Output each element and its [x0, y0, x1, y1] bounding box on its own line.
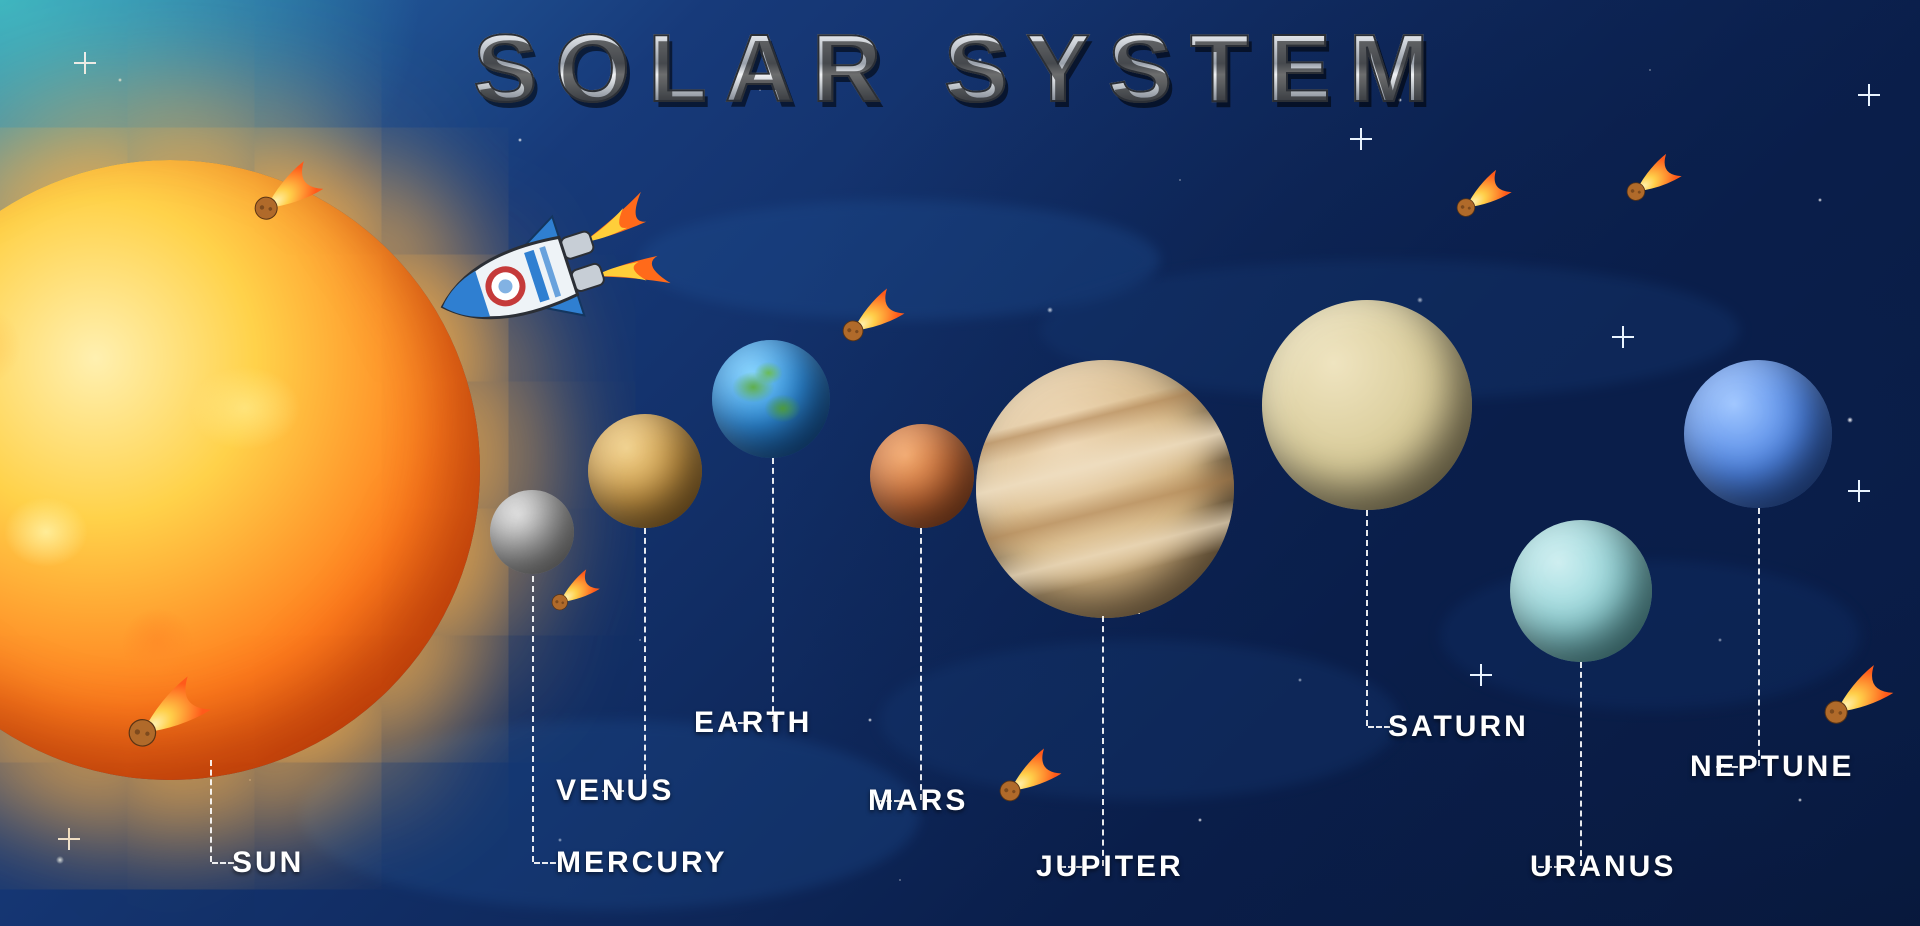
mercury-label: MERCURY	[556, 846, 728, 880]
comet-icon	[1817, 665, 1894, 733]
comet-icon	[546, 569, 600, 617]
sun-planet	[0, 160, 480, 780]
earth-planet	[712, 340, 830, 458]
jupiter-planet	[976, 360, 1234, 618]
sun-surface	[0, 160, 480, 780]
venus-leader-line	[644, 528, 646, 790]
mars-label: MARS	[868, 784, 968, 818]
neptune-planet	[1684, 360, 1832, 508]
jupiter-leader-line	[1102, 616, 1104, 866]
earth-leader-line	[772, 458, 774, 722]
neptune-label: NEPTUNE	[1690, 750, 1854, 784]
mars-leader-line	[920, 528, 922, 800]
sparkle-icon	[1858, 84, 1880, 106]
mercury-planet	[490, 490, 574, 574]
comet-icon	[1620, 154, 1681, 208]
nebula-blob	[640, 200, 1160, 320]
neptune-leader-line	[1758, 508, 1760, 766]
comet-icon	[835, 288, 904, 349]
mercury-leader-line	[532, 576, 534, 862]
sun-leader-line	[210, 760, 212, 862]
sparkle-icon	[1612, 326, 1634, 348]
saturn-leader-line	[1366, 510, 1368, 726]
mars-planet	[870, 424, 974, 528]
uranus-leader-line	[1580, 662, 1582, 866]
sparkle-icon	[1470, 664, 1492, 686]
comet-icon	[1450, 170, 1511, 224]
venus-planet	[588, 414, 702, 528]
page-title: SOLAR SYSTEM	[473, 14, 1446, 124]
sparkle-icon	[1848, 480, 1870, 502]
saturn-label: SATURN	[1388, 710, 1529, 744]
uranus-label: URANUS	[1530, 850, 1676, 884]
jupiter-label: JUPITER	[1036, 850, 1184, 884]
earth-label: EARTH	[694, 706, 812, 740]
jupiter-bands	[949, 333, 1262, 646]
saturn-planet	[1262, 300, 1472, 510]
sparkle-icon	[74, 52, 96, 74]
venus-label: VENUS	[556, 774, 674, 808]
uranus-planet	[1510, 520, 1652, 662]
comet-icon	[992, 748, 1061, 809]
sparkle-icon	[1350, 128, 1372, 150]
nebula-blob	[880, 640, 1400, 800]
sparkle-icon	[58, 828, 80, 850]
sun-label: SUN	[232, 846, 304, 880]
earth-landmass	[712, 340, 830, 458]
nebula-blob	[300, 720, 920, 910]
